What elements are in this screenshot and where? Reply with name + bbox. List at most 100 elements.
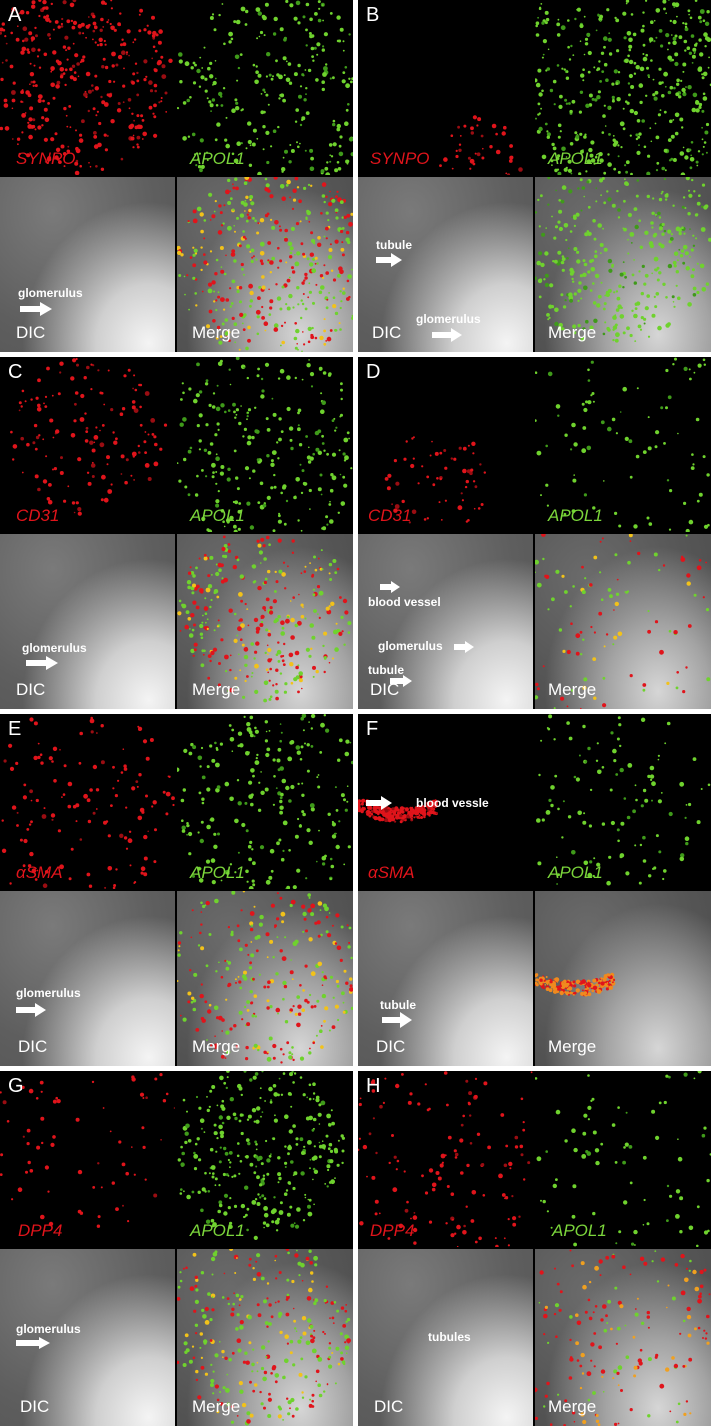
fluorescence-spot bbox=[330, 473, 334, 477]
fluorescence-spot bbox=[603, 201, 607, 205]
fluorescence-spot bbox=[624, 164, 627, 167]
fluorescence-spot bbox=[672, 204, 675, 207]
fluorescence-spot bbox=[385, 814, 388, 817]
fluorescence-spot bbox=[248, 163, 253, 167]
fluorescence-spot bbox=[197, 165, 202, 169]
fluorescence-spot bbox=[247, 844, 252, 849]
fluorescence-spot bbox=[217, 1209, 221, 1214]
fluorescence-spot bbox=[638, 83, 644, 88]
fluorescence-spot bbox=[555, 569, 560, 574]
fluorescence-spot bbox=[689, 255, 691, 258]
fluorescence-spot bbox=[578, 980, 581, 983]
fluorescence-spot bbox=[470, 468, 474, 472]
fluorescence-spot bbox=[618, 284, 622, 288]
fluorescence-spot bbox=[635, 137, 639, 141]
fluorescence-spot bbox=[558, 259, 562, 263]
fluorescence-spot bbox=[367, 805, 373, 810]
fluorescence-spot bbox=[552, 79, 557, 84]
fluorescence-spot bbox=[691, 54, 696, 59]
fluorescence-spot bbox=[459, 1138, 464, 1143]
fluorescence-spot bbox=[201, 1018, 206, 1023]
fluorescence-spot bbox=[309, 17, 313, 22]
fluorescence-spot bbox=[289, 970, 294, 975]
fluorescence-spot bbox=[625, 160, 630, 165]
fluorescence-spot bbox=[85, 71, 91, 77]
fluorescence-spot bbox=[236, 634, 239, 637]
fluorescence-spot bbox=[622, 386, 627, 392]
fluorescence-spot bbox=[611, 99, 615, 103]
fluorescence-spot bbox=[636, 387, 639, 390]
fluorescence-spot bbox=[342, 40, 345, 43]
fluorescence-spot bbox=[252, 1389, 256, 1393]
fluorescence-spot bbox=[616, 49, 620, 53]
fluorescence-spot bbox=[674, 52, 679, 57]
fluorescence-spot bbox=[617, 144, 620, 147]
fluorescence-spot bbox=[183, 457, 187, 462]
fluorescence-spot bbox=[188, 852, 192, 856]
fluorescence-spot bbox=[21, 113, 26, 118]
fluorescence-spot bbox=[282, 1419, 284, 1421]
fluorescence-spot bbox=[197, 1190, 201, 1194]
fluorescence-spot bbox=[85, 430, 89, 433]
fluorescence-spot bbox=[194, 1142, 198, 1146]
fluorescence-spot bbox=[447, 1135, 452, 1140]
fluorescence-spot bbox=[249, 1413, 254, 1418]
fluorescence-spot bbox=[199, 1332, 203, 1336]
fluorescence-spot bbox=[52, 1099, 57, 1104]
fluorescence-spot bbox=[341, 241, 344, 244]
fluorescence-spot bbox=[571, 277, 574, 281]
fluorescence-spot bbox=[325, 306, 329, 310]
fluorescence-spot bbox=[84, 90, 87, 93]
fluorescence-spot bbox=[660, 192, 663, 195]
fluorescence-spot bbox=[185, 1348, 190, 1353]
fluorescence-spot bbox=[59, 67, 65, 72]
fluorescence-spot bbox=[270, 1099, 273, 1102]
fluorescence-spot bbox=[320, 493, 323, 496]
fluorescence-spot bbox=[339, 290, 342, 293]
fluorescence-spot bbox=[211, 1308, 215, 1312]
fluorescence-spot bbox=[223, 272, 227, 276]
fluorescence-spot bbox=[557, 1393, 560, 1396]
fluorescence-spot bbox=[647, 446, 652, 451]
fluorescence-spot bbox=[244, 801, 248, 805]
fluorescence-spot bbox=[37, 755, 41, 760]
fluorescence-spot bbox=[338, 151, 344, 157]
fluorescence-spot bbox=[252, 861, 256, 866]
fluorescence-spot bbox=[122, 1204, 124, 1207]
fluorescence-spot bbox=[602, 114, 606, 118]
fluorescence-spot bbox=[407, 1100, 412, 1105]
fluorescence-spot bbox=[701, 126, 703, 129]
fluorescence-spot bbox=[611, 263, 614, 267]
fluorescence-spot bbox=[334, 168, 339, 173]
fluorescence-spot bbox=[22, 864, 26, 868]
fluorescence-spot bbox=[568, 295, 574, 301]
fluorescence-spot bbox=[318, 590, 324, 596]
fluorescence-spot bbox=[222, 1356, 224, 1358]
fluorescence-spot bbox=[622, 127, 626, 131]
fluorescence-spot bbox=[127, 368, 131, 372]
fluorescence-spot bbox=[202, 904, 206, 909]
fluorescence-spot bbox=[121, 50, 126, 55]
fluorescence-spot bbox=[358, 1102, 362, 1107]
fluorescence-spot bbox=[321, 87, 325, 92]
fluorescence-spot bbox=[294, 1253, 299, 1258]
fluorescence-spot bbox=[247, 338, 251, 343]
fluorescence-spot bbox=[327, 1168, 330, 1172]
fluorescence-spot bbox=[698, 492, 703, 497]
fluorescence-spot bbox=[320, 1045, 324, 1049]
fluorescence-spot bbox=[256, 315, 260, 319]
fluorescence-spot bbox=[601, 177, 605, 180]
fluorescence-spot bbox=[327, 1147, 331, 1151]
fluorescence-spot bbox=[281, 340, 285, 345]
fluorescence-spot bbox=[633, 524, 638, 529]
fluorescence-spot bbox=[568, 1376, 573, 1380]
fluorescence-spot bbox=[199, 212, 204, 217]
fluorescence-spot bbox=[40, 1214, 45, 1220]
fluorescence-spot bbox=[633, 61, 637, 65]
fluorescence-spot bbox=[463, 124, 467, 128]
fluorescence-spot bbox=[261, 275, 265, 279]
fluorescence-spot bbox=[281, 167, 286, 172]
fluorescence-spot bbox=[592, 301, 597, 305]
fluorescence-spot bbox=[204, 1190, 207, 1193]
fluorescence-spot bbox=[238, 286, 243, 290]
